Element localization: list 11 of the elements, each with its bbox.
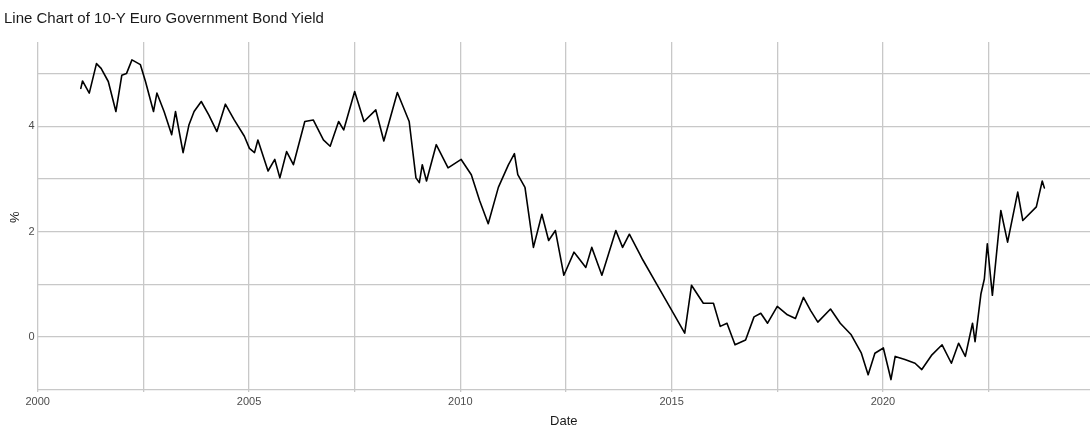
x-tick-label: 2020 [870,394,896,407]
y-tick-label: 4 [28,119,35,132]
x-tick-label: 2005 [236,394,262,407]
y-tick-label: 0 [28,329,35,342]
x-tick-label: 2015 [659,394,684,407]
chart-title: Line Chart of 10-Y Euro Government Bond Yield [4,9,324,27]
x-axis-title: Date [550,412,578,428]
y-tick-label: 2 [28,224,35,237]
x-tick-label: 2000 [25,394,50,407]
y-axis-title: % [7,210,23,223]
x-tick-label: 2010 [448,394,473,407]
